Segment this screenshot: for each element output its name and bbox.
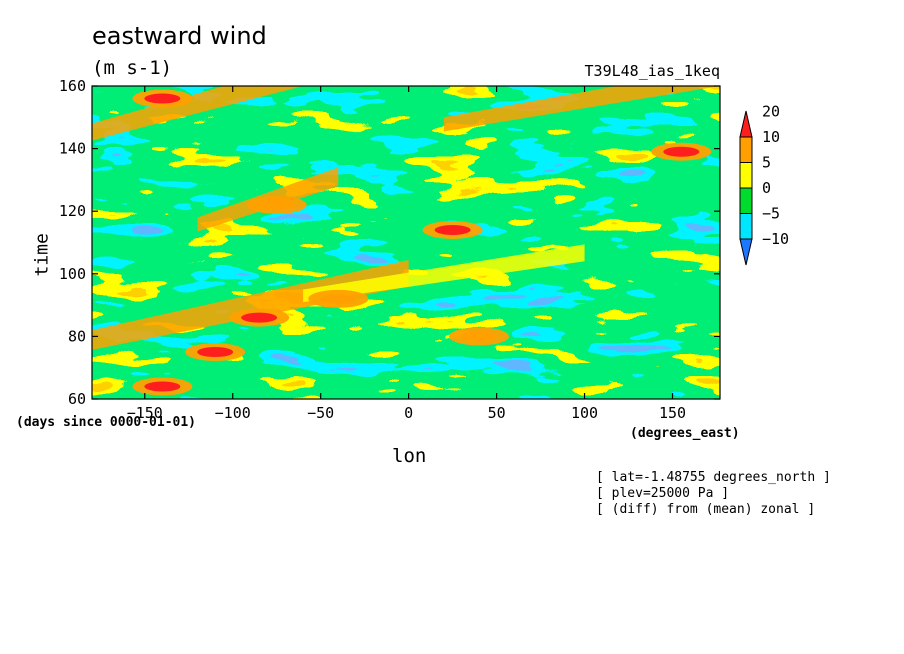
x-tick-label: 0 bbox=[404, 404, 413, 422]
x-tick-label: −50 bbox=[307, 404, 334, 422]
y-tick-label: 100 bbox=[59, 265, 86, 283]
peak-core-2 bbox=[197, 347, 234, 358]
plot-area bbox=[92, 86, 720, 399]
y-tick-label: 60 bbox=[68, 390, 86, 408]
note-plev: [ plev=25000 Pa ] bbox=[596, 486, 730, 501]
x-axis: −150 −100 −50 0 50 100 150 bbox=[127, 86, 686, 422]
note-lat: [ lat=-1.48755 degrees_north ] bbox=[596, 470, 831, 485]
y-tick-label: 140 bbox=[59, 140, 86, 158]
run-name: T39L48_ias_1keq bbox=[584, 62, 720, 80]
y-tick-label: 80 bbox=[68, 327, 86, 345]
anomaly-band-3 bbox=[92, 86, 304, 141]
colorbar-label: 20 bbox=[762, 103, 780, 121]
peak-core-7 bbox=[461, 331, 498, 342]
y-axis-label: time bbox=[31, 233, 53, 277]
colorbar-swatch bbox=[739, 136, 753, 163]
anomaly-band-2 bbox=[303, 244, 585, 303]
note-diff: [ (diff) from (mean) zonal ] bbox=[596, 502, 816, 517]
plot-frame bbox=[91, 85, 721, 400]
peak-core-6 bbox=[144, 93, 181, 104]
lon-units: (degrees_east) bbox=[630, 426, 740, 441]
x-axis-label: lon bbox=[392, 445, 427, 467]
y-tick-label: 160 bbox=[59, 77, 86, 95]
time-units: (days since 0000-01-01) bbox=[16, 415, 197, 430]
anomaly-bands bbox=[92, 86, 720, 350]
peak-core-3 bbox=[434, 224, 471, 235]
peak-core-0 bbox=[144, 381, 181, 392]
colorbar-swatch bbox=[739, 213, 753, 240]
x-tick-label: −150 bbox=[127, 404, 163, 422]
y-tick-label: 120 bbox=[59, 202, 86, 220]
colorbar-upper-arrow bbox=[739, 110, 753, 138]
colorbar-label: −5 bbox=[762, 205, 780, 223]
colorbar-label: 0 bbox=[762, 179, 771, 197]
colorbar: −10 −5 0 5 10 20 bbox=[739, 103, 789, 266]
chart-title: eastward wind bbox=[92, 22, 267, 50]
x-tick-label: 50 bbox=[488, 404, 506, 422]
colorbar-swatch bbox=[739, 162, 753, 189]
colorbar-lower-arrow bbox=[739, 238, 753, 266]
colorbar-label: −10 bbox=[762, 230, 789, 248]
x-tick-label: 150 bbox=[659, 404, 686, 422]
colorbar-label: 5 bbox=[762, 154, 771, 172]
peak-core-5 bbox=[258, 199, 295, 210]
colorbar-label: 10 bbox=[762, 128, 780, 146]
x-tick-label: 100 bbox=[571, 404, 598, 422]
peak-core-1 bbox=[241, 312, 278, 323]
anomaly-peaks bbox=[132, 89, 712, 396]
peak-core-4 bbox=[663, 146, 700, 157]
anomaly-band-0 bbox=[92, 260, 409, 350]
chart-units: (m s-1) bbox=[92, 57, 173, 79]
y-axis: 60 80 100 120 140 160 bbox=[59, 77, 720, 408]
x-tick-label: −100 bbox=[215, 404, 251, 422]
colorbar-swatch bbox=[739, 187, 753, 214]
anomaly-band-1 bbox=[443, 86, 720, 132]
peak-core-8 bbox=[320, 293, 357, 304]
